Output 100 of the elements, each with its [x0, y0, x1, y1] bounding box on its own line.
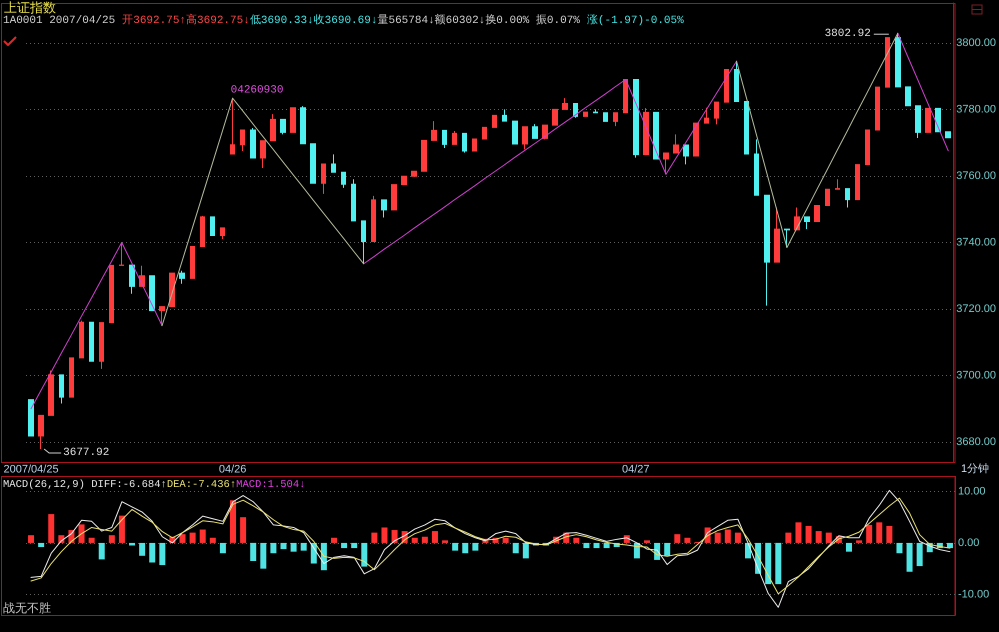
candlestick: [562, 98, 568, 110]
bar: [78, 524, 85, 543]
line-series: [30, 498, 950, 594]
bar: [664, 542, 670, 556]
bar: [644, 540, 650, 543]
candlestick: [895, 32, 901, 88]
annotation: 量565784↓额60302↓换0.00% 振0.07%: [377, 15, 580, 28]
bar: [452, 542, 458, 551]
bar: [916, 542, 923, 566]
bar: [462, 542, 468, 554]
bar: [734, 532, 741, 543]
candlestick: [69, 357, 74, 398]
candlestick: [59, 374, 64, 404]
y-tick-label: 3740.00: [956, 236, 996, 248]
annotation: 开3692.75↑高3692.75↓: [122, 15, 250, 28]
bar: [210, 538, 216, 543]
candlestick: [593, 108, 598, 114]
candlestick: [190, 246, 195, 279]
bar: [806, 526, 812, 543]
candlestick: [653, 112, 659, 160]
bar: [290, 542, 297, 552]
candlestick: [875, 86, 880, 131]
bar: [442, 540, 448, 543]
bar: [472, 542, 478, 551]
bar: [230, 500, 236, 543]
candlestick: [361, 220, 366, 264]
candlestick: [109, 264, 114, 324]
candlestick: [119, 242, 124, 266]
bar: [180, 534, 186, 543]
candlestick: [442, 130, 447, 149]
candlestick: [149, 275, 155, 312]
candlestick: [421, 140, 427, 172]
candlestick: [734, 60, 739, 102]
candlestick: [240, 130, 245, 152]
candlestick: [391, 184, 397, 210]
bar: [139, 542, 146, 556]
bar: [765, 542, 772, 584]
candlestick: [804, 216, 810, 230]
bar: [432, 531, 438, 543]
bar: [118, 516, 125, 543]
bar: [583, 542, 590, 548]
candlestick: [230, 98, 235, 155]
bar: [361, 542, 368, 567]
candlestick: [321, 163, 326, 194]
text: 1分钟: [961, 463, 990, 476]
candlestick: [573, 102, 578, 118]
annotation: 3802.92: [824, 28, 871, 40]
candlestick: [583, 112, 588, 117]
chart-title: 上证指数: [4, 0, 56, 15]
bar: [240, 517, 246, 543]
bar: [826, 532, 832, 543]
y-tick-label: 3800.00: [956, 36, 996, 49]
bar: [604, 542, 610, 548]
candlestick: [502, 108, 507, 122]
bar: [775, 542, 782, 584]
bar: [856, 540, 862, 543]
candlestick: [764, 194, 770, 306]
candlestick: [552, 108, 558, 126]
bar: [684, 538, 690, 543]
candlestick: [290, 107, 296, 133]
annotation: 战无不胜: [3, 601, 51, 615]
candlestick: [865, 130, 870, 166]
candlestick: [633, 79, 639, 158]
bar: [946, 542, 953, 548]
candlestick: [28, 399, 34, 437]
candlestick: [945, 131, 951, 138]
candlestick: [754, 138, 759, 196]
bar: [159, 542, 166, 566]
candlestick: [714, 102, 719, 125]
candlestick: [885, 37, 890, 88]
candlestick: [532, 124, 538, 139]
candlestick: [310, 143, 316, 184]
candlestick: [935, 108, 941, 132]
y-tick-label: 3760.00: [956, 170, 996, 182]
candlestick: [179, 270, 185, 284]
bar: [573, 538, 580, 543]
bar: [190, 532, 196, 543]
y-tick-label: 0.00: [958, 536, 980, 549]
bar: [220, 542, 226, 554]
y-tick-label: -10.00: [958, 588, 990, 600]
bar: [674, 534, 680, 543]
candlestick: [603, 112, 608, 122]
candlestick: [542, 124, 548, 140]
y-tick-label: 3720.00: [956, 303, 996, 315]
annotation: 涨(-1.97)-0.05%: [586, 15, 684, 28]
candlestick: [825, 188, 830, 206]
candlestick: [351, 178, 356, 222]
candlestick: [683, 144, 689, 165]
bar: [846, 542, 852, 552]
candlestick: [220, 227, 225, 240]
bar: [280, 542, 286, 550]
candlestick: [38, 414, 44, 450]
x-tick-label: 04/26: [218, 464, 246, 476]
candlestick: [492, 114, 497, 128]
bar: [129, 542, 136, 546]
bar: [866, 524, 872, 543]
bar: [250, 542, 256, 561]
candlestick: [643, 108, 649, 156]
candlestick: [169, 272, 175, 308]
candlestick: [845, 188, 850, 208]
